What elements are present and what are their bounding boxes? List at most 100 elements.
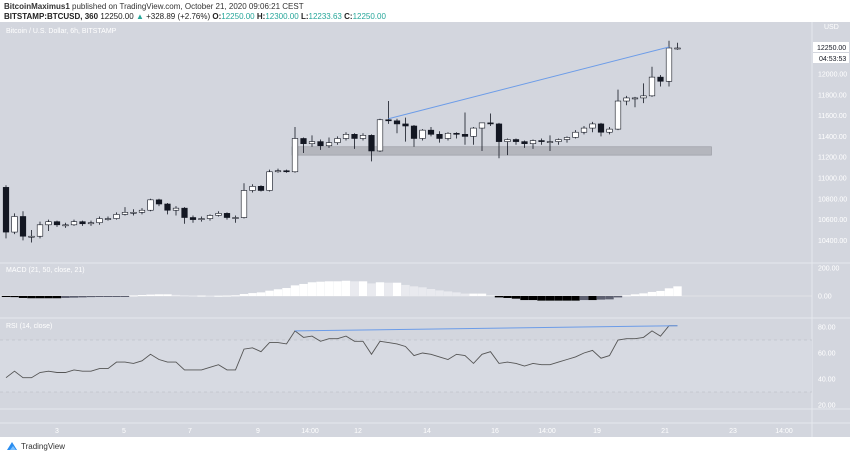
macd-bar [205, 295, 215, 297]
candle [266, 169, 273, 192]
macd-bar [511, 296, 521, 299]
candle [555, 138, 562, 145]
macd-bar [35, 296, 45, 299]
candle-body [487, 122, 494, 125]
candle-body [470, 127, 477, 137]
macd-bar [103, 296, 113, 297]
last-price-label: 12250.00 [817, 45, 846, 52]
macd-bar [486, 295, 495, 297]
candle-body [538, 140, 545, 142]
brand[interactable]: TradingView [21, 441, 66, 451]
macd-bar [477, 293, 487, 296]
candle-body [376, 119, 384, 152]
macd-bar [350, 281, 359, 296]
macd-bar [605, 296, 614, 300]
candle-body [529, 140, 537, 144]
macd-bar [10, 296, 19, 298]
candle [436, 131, 443, 143]
macd-bar [418, 287, 427, 296]
close-value: 12250.00 [352, 12, 386, 21]
low-value: 12233.63 [308, 12, 342, 21]
candle-body [385, 119, 392, 122]
candle-body [631, 97, 639, 100]
candle-body [597, 123, 605, 133]
candle [11, 213, 18, 235]
candle [334, 136, 341, 145]
macd-bar [137, 295, 147, 297]
macd-legend: MACD (21, 50, close, 21) [6, 267, 85, 274]
candle-body [189, 217, 197, 220]
macd-bar [579, 296, 589, 301]
candle-body [368, 135, 375, 152]
macd-bar [231, 295, 240, 297]
candle [453, 132, 460, 139]
macd-bar [503, 296, 512, 298]
trendline[interactable] [388, 46, 670, 120]
macd-bar [112, 296, 121, 297]
macd-bar [664, 288, 674, 296]
macd-bar [222, 295, 232, 297]
candle [495, 122, 503, 159]
macd-histogram [0, 280, 812, 301]
macd-bar [426, 289, 436, 296]
author[interactable]: BitcoinMaximus1 [4, 2, 70, 11]
last-price-marker: 12250.00 04:53:53 [813, 42, 849, 63]
rsi-tick-label: 40.00 [818, 377, 836, 384]
candle [121, 207, 129, 216]
candle [597, 122, 605, 137]
macd-bar [129, 295, 138, 297]
time-axis[interactable]: 3 5 7 9 14:00 12 14 16 14:00 19 21 23 14:00 [55, 428, 793, 435]
rsi-line [5, 325, 678, 379]
candle [164, 202, 171, 215]
support-zone-rect [291, 146, 712, 156]
candle [359, 133, 367, 141]
rsi-band-fill [0, 340, 812, 392]
candle-body [521, 141, 528, 144]
macd-bar [163, 294, 172, 296]
candle [546, 135, 554, 151]
candle-body [657, 76, 664, 82]
candle-body [300, 138, 307, 144]
candle-body [359, 135, 367, 139]
macd-bar [647, 291, 657, 296]
publish-info: BitcoinMaximus1 published on TradingView… [4, 2, 304, 11]
price-tick-label: 12000.00 [818, 72, 847, 79]
macd-bar [197, 295, 206, 297]
candle [606, 127, 613, 135]
candle-body [87, 222, 95, 225]
candle-body [453, 132, 460, 135]
candle [427, 127, 435, 137]
macd-bar [562, 296, 572, 301]
candle [96, 216, 103, 225]
candle-body [410, 125, 418, 139]
price-axis[interactable]: 12000.00 11800.00 11600.00 11400.00 11200.00… [818, 72, 847, 410]
rsi-legend: RSI (14, close) [6, 323, 52, 330]
candle-body [555, 139, 562, 142]
macd-bar [494, 296, 504, 298]
low-label: L: [300, 12, 309, 21]
candle [36, 221, 44, 239]
candle-body [665, 47, 673, 82]
macd-bar [367, 283, 376, 296]
price-tick-label: 11600.00 [818, 113, 847, 120]
countdown-label: 04:53:53 [819, 56, 846, 63]
macd-bar [180, 295, 189, 297]
candle [317, 139, 324, 150]
time-tick-label: 14 [423, 428, 431, 435]
candle [529, 139, 537, 149]
candle [572, 130, 579, 139]
candle [614, 89, 622, 131]
candle [172, 206, 180, 216]
candle-body [36, 224, 44, 237]
macd-bar [52, 296, 62, 299]
candle-body [614, 100, 622, 130]
rsi-trendline [294, 325, 678, 332]
candle [521, 140, 528, 148]
open-label: O: [212, 12, 222, 21]
macd-bar [120, 296, 130, 297]
high-value: 12300.00 [265, 12, 299, 21]
candle [104, 216, 112, 221]
close-label: C: [344, 12, 353, 21]
macd-bar [154, 294, 164, 296]
